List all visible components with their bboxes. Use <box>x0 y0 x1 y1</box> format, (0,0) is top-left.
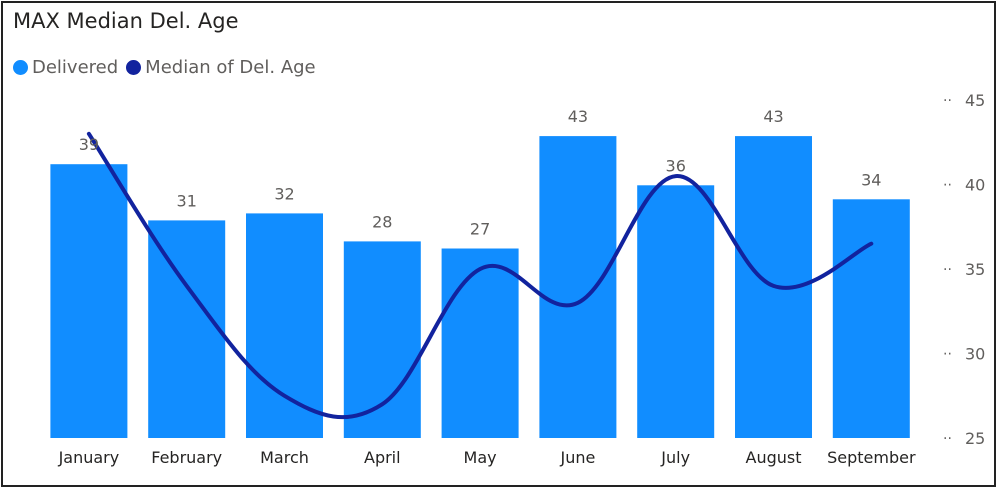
y-right-tick-label-25: 25 <box>965 429 985 448</box>
y-right-tick-dots-30: ·· <box>943 347 952 363</box>
data-label-may: 27 <box>470 220 490 239</box>
data-label-april: 28 <box>372 212 392 231</box>
y-right-tick-label-40: 40 <box>965 176 985 195</box>
bar-january[interactable] <box>50 164 128 438</box>
data-label-july: 36 <box>666 156 686 175</box>
y-right-tick-label-35: 35 <box>965 260 985 279</box>
data-label-february: 31 <box>177 191 197 210</box>
data-label-january: 39 <box>79 135 99 154</box>
legend-item-delivered[interactable]: Delivered <box>13 57 118 78</box>
legend-swatch-median-del-age <box>126 60 142 75</box>
y-right-tick-dots-25: ·· <box>943 431 952 447</box>
bar-may[interactable] <box>441 248 519 439</box>
x-tick-label-february: February <box>151 448 222 467</box>
legend-item-median-del-age[interactable]: Median of Del. Age <box>126 57 316 78</box>
legend-swatch-delivered <box>13 60 28 75</box>
y-right-tick-dots-45: ·· <box>943 93 952 109</box>
x-tick-label-june: June <box>559 448 595 467</box>
data-label-august: 43 <box>763 107 783 126</box>
data-label-march: 32 <box>274 184 294 203</box>
y-right-tick-dots-35: ·· <box>943 262 952 278</box>
x-tick-label-september: September <box>827 448 916 467</box>
x-tick-label-july: July <box>660 448 690 467</box>
legend-label-delivered: Delivered <box>32 57 119 78</box>
bar-march[interactable] <box>246 213 323 438</box>
bar-july[interactable] <box>637 185 715 438</box>
line-median-del-age[interactable] <box>86 131 874 420</box>
x-tick-label-march: March <box>260 448 309 467</box>
x-tick-label-august: August <box>746 448 802 467</box>
x-tick-label-may: May <box>464 448 497 467</box>
x-tick-label-april: April <box>364 448 401 467</box>
y-right-tick-label-45: 45 <box>965 91 985 110</box>
y-right-tick-dots-40: ·· <box>943 178 952 194</box>
chart-title: MAX Median Del. Age <box>13 9 239 33</box>
data-label-june: 43 <box>568 107 588 126</box>
y-right-tick-label-30: 30 <box>965 345 985 364</box>
legend-label-median-del-age: Median of Del. Age <box>145 57 316 78</box>
bar-september[interactable] <box>832 199 910 438</box>
bar-april[interactable] <box>343 241 421 438</box>
bar-june[interactable] <box>539 136 617 438</box>
x-tick-label-january: January <box>58 448 120 467</box>
chart-legend: Delivered Median of Del. Age <box>13 57 324 78</box>
bar-february[interactable] <box>148 220 226 438</box>
data-label-september: 34 <box>861 170 881 189</box>
